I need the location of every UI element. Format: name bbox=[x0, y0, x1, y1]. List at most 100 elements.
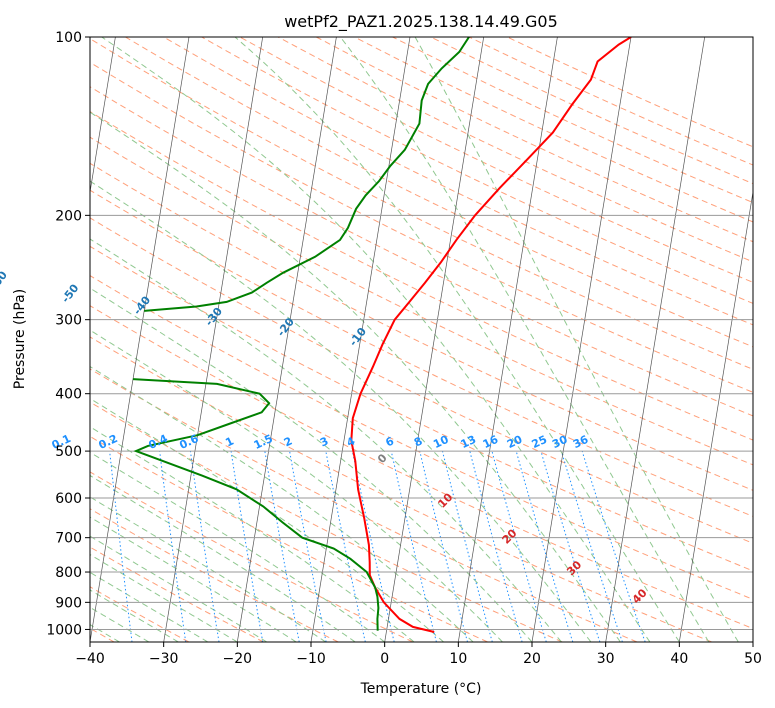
dry-adiabat-label: -20 bbox=[275, 315, 298, 339]
mixing-ratio-line bbox=[189, 451, 220, 642]
moist-adiabat-label: 0 bbox=[375, 451, 390, 466]
dry-adiabat-label: -50 bbox=[59, 281, 82, 305]
plot-area bbox=[90, 37, 753, 642]
dry-adiabat-line bbox=[90, 38, 753, 370]
isotherm-line bbox=[236, 37, 337, 642]
dry-adiabat-line bbox=[239, 37, 753, 283]
dry-adiabat-line bbox=[163, 37, 753, 326]
moist-adiabat-line bbox=[90, 451, 385, 642]
mixing-ratio-label: 0.4 bbox=[147, 432, 170, 452]
isotherm-line bbox=[531, 37, 632, 642]
y-tick-label: 400 bbox=[55, 387, 82, 403]
mixing-ratio-label: 0.2 bbox=[97, 432, 120, 452]
isotherm-line bbox=[678, 189, 753, 642]
profile-line bbox=[132, 378, 380, 631]
mixing-ratio-line bbox=[419, 450, 468, 642]
y-tick-label: 900 bbox=[55, 595, 82, 611]
mixing-ratio-label: 2 bbox=[282, 434, 294, 449]
x-tick-label: 50 bbox=[744, 651, 762, 667]
mixing-ratio-line bbox=[540, 450, 601, 642]
mixing-ratio-line bbox=[560, 450, 623, 642]
dry-adiabat-label: -30 bbox=[203, 305, 226, 329]
mixing-ratio-line bbox=[109, 451, 133, 642]
dry-adiabat-line bbox=[90, 435, 488, 642]
mixing-ratio-label: 1 bbox=[223, 434, 235, 449]
moist-adiabat-line bbox=[90, 238, 562, 642]
moist-adiabat-label: 30 bbox=[564, 558, 584, 578]
dry-adiabat-line bbox=[90, 586, 190, 642]
x-tick-label: −40 bbox=[75, 651, 105, 667]
dry-adiabat-line bbox=[392, 37, 753, 204]
mixing-ratio-line bbox=[515, 450, 574, 642]
moist-adiabat-line bbox=[234, 37, 680, 642]
mixing-ratio-label: 36 bbox=[571, 433, 591, 451]
mixing-ratio-line bbox=[491, 450, 547, 642]
mixing-ratio-line bbox=[230, 451, 264, 642]
moist-adiabat-line bbox=[90, 180, 592, 642]
x-axis-label: Temperature (°C) bbox=[360, 681, 482, 697]
dry-adiabat-line bbox=[90, 546, 264, 642]
moist-adiabat-line bbox=[90, 397, 444, 642]
profile-line bbox=[350, 37, 632, 633]
moist-adiabat-line bbox=[90, 535, 268, 642]
y-tick-label: 100 bbox=[55, 30, 82, 46]
y-tick-label: 1000 bbox=[46, 622, 82, 638]
isotherm-line bbox=[310, 37, 411, 642]
mixing-ratio-label: 6 bbox=[384, 434, 397, 449]
mixing-ratio-line bbox=[289, 451, 327, 642]
moist-adiabat-line bbox=[90, 553, 238, 642]
mixing-ratio-label: 25 bbox=[530, 433, 549, 451]
x-tick-label: 0 bbox=[380, 651, 389, 667]
moist-adiabat-line bbox=[90, 496, 326, 642]
x-axis: −40 −30 −20 −10 0 10 20 30 40 50 bbox=[75, 642, 762, 667]
profile-line bbox=[144, 37, 470, 312]
plot-frame bbox=[89, 36, 754, 643]
isotherm-line bbox=[90, 37, 190, 642]
mixing-ratio-label: 8 bbox=[412, 434, 424, 449]
dry-adiabat-line bbox=[90, 305, 753, 630]
dry-adiabat-line bbox=[90, 368, 638, 642]
moist-adiabat-line bbox=[90, 571, 209, 642]
dry-adiabat-line bbox=[90, 162, 753, 491]
isotherm-line bbox=[163, 37, 264, 642]
dry-adiabat-line bbox=[90, 189, 753, 517]
chart-title: wetPf2_PAZ1.2025.138.14.49.G05 bbox=[284, 12, 558, 32]
mixing-ratio-line bbox=[469, 450, 523, 642]
dry-adiabat-line bbox=[125, 37, 753, 348]
isotherm-line bbox=[384, 37, 485, 642]
dry-adiabat-line bbox=[90, 111, 753, 441]
mixing-ratio-line bbox=[581, 450, 646, 642]
y-tick-label: 500 bbox=[55, 444, 82, 460]
dry-adiabat-line bbox=[90, 275, 753, 600]
mixing-ratio-label: 16 bbox=[481, 433, 501, 451]
dry-adiabat-line bbox=[90, 61, 753, 393]
dry-adiabat-label: -40 bbox=[131, 293, 154, 317]
y-tick-label: 200 bbox=[55, 208, 82, 224]
moist-adiabat-line bbox=[90, 366, 474, 642]
dry-adiabat-label: -60 bbox=[0, 268, 10, 292]
x-tick-label: 40 bbox=[670, 651, 688, 667]
mixing-ratio-line bbox=[390, 450, 437, 642]
dry-adiabat-line bbox=[430, 37, 753, 185]
moist-adiabat-line bbox=[90, 287, 533, 642]
dry-adiabat-line bbox=[90, 401, 563, 642]
moist-adiabat-label: 10 bbox=[435, 490, 455, 510]
mixing-ratio-label: 30 bbox=[550, 433, 570, 451]
y-tick-label: 600 bbox=[55, 491, 82, 507]
isotherm-line bbox=[752, 639, 753, 642]
moist-adiabat-line bbox=[90, 329, 503, 642]
moist-adiabat-line bbox=[90, 474, 356, 642]
x-tick-label: 20 bbox=[523, 651, 541, 667]
moist-adiabat-line bbox=[90, 589, 179, 642]
mixing-ratio-line bbox=[325, 451, 366, 642]
moist-adiabat-line bbox=[90, 111, 621, 642]
isotherm-line bbox=[457, 37, 558, 642]
y-axis: 100 200 300 400 500 600 700 800 900 1000 bbox=[46, 30, 90, 638]
mixing-ratio-label: 4 bbox=[345, 434, 358, 449]
mixing-ratio-line bbox=[159, 451, 187, 642]
x-tick-label: 30 bbox=[597, 651, 615, 667]
x-tick-label: −20 bbox=[223, 651, 253, 667]
x-tick-label: 10 bbox=[449, 651, 467, 667]
y-tick-label: 300 bbox=[55, 313, 82, 329]
y-axis-label: Pressure (hPa) bbox=[12, 289, 28, 389]
